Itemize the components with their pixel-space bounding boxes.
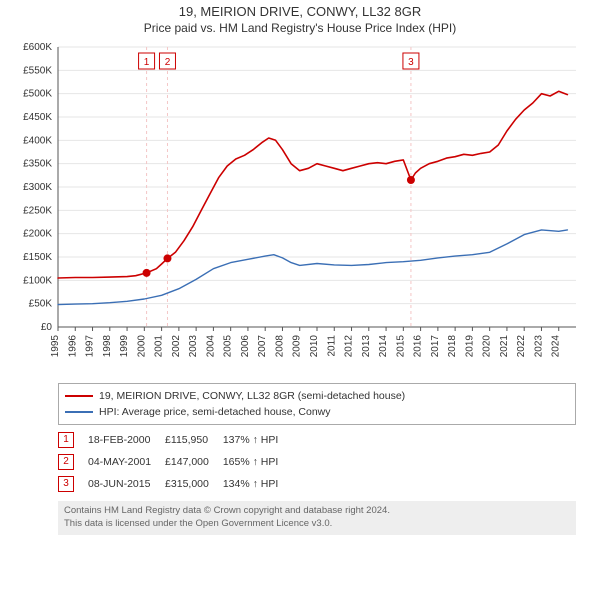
chart: £0 £50K £100K £150K £200K £250K £300K £350K £400… bbox=[0, 37, 600, 377]
sale-hpi: 137% ↑ HPI bbox=[223, 429, 292, 451]
x-tick-label: 2011 bbox=[326, 335, 337, 357]
title-subtitle: Price paid vs. HM Land Registry's House … bbox=[0, 21, 600, 35]
legend: 19, MEIRION DRIVE, CONWY, LL32 8GR (semi… bbox=[58, 383, 576, 425]
y-tick-label: £350K bbox=[23, 159, 52, 170]
legend-swatch bbox=[65, 395, 93, 397]
sale-number-badge: 1 bbox=[58, 432, 74, 448]
footer-line2: This data is licensed under the Open Gov… bbox=[64, 518, 570, 531]
legend-swatch bbox=[65, 411, 93, 413]
sales-table: 1 18-FEB-2000£115,950137% ↑ HPI 2 04-MAY-20… bbox=[58, 429, 292, 495]
sale-marker-number: 2 bbox=[165, 57, 171, 68]
legend-item: HPI: Average price, semi-detached house,… bbox=[65, 404, 569, 420]
x-tick-label: 2009 bbox=[292, 335, 303, 358]
sale-date: 08-JUN-2015 bbox=[88, 473, 165, 495]
x-tick-label: 2001 bbox=[154, 335, 165, 358]
sales-row: 2 04-MAY-2001£147,000165% ↑ HPI bbox=[58, 451, 292, 473]
x-tick-label: 1997 bbox=[85, 335, 96, 358]
x-tick-label: 2016 bbox=[413, 335, 424, 358]
x-tick-label: 1996 bbox=[67, 335, 78, 358]
title-address: 19, MEIRION DRIVE, CONWY, LL32 8GR bbox=[0, 4, 600, 19]
x-tick-label: 1998 bbox=[102, 335, 113, 358]
x-tick-label: 2013 bbox=[361, 335, 372, 358]
sale-marker-number: 3 bbox=[408, 57, 414, 68]
titles: 19, MEIRION DRIVE, CONWY, LL32 8GR Price… bbox=[0, 0, 600, 37]
x-tick-label: 2010 bbox=[309, 335, 320, 358]
sale-marker-number: 1 bbox=[144, 57, 150, 68]
sale-dot bbox=[407, 176, 415, 184]
sale-dot bbox=[143, 269, 151, 277]
x-tick-label: 2018 bbox=[447, 335, 458, 358]
x-tick-label: 2012 bbox=[344, 335, 355, 358]
x-tick-label: 2008 bbox=[274, 335, 285, 358]
x-tick-label: 2000 bbox=[136, 335, 147, 358]
sale-hpi: 165% ↑ HPI bbox=[223, 451, 292, 473]
x-tick-label: 1999 bbox=[119, 335, 130, 358]
x-tick-label: 2003 bbox=[188, 335, 199, 358]
x-tick-label: 2017 bbox=[430, 335, 441, 358]
sale-price: £115,950 bbox=[165, 429, 223, 451]
y-tick-label: £450K bbox=[23, 112, 52, 123]
x-tick-label: 2024 bbox=[551, 335, 562, 358]
legend-label: 19, MEIRION DRIVE, CONWY, LL32 8GR (semi… bbox=[99, 388, 405, 404]
sales-row: 3 08-JUN-2015£315,000134% ↑ HPI bbox=[58, 473, 292, 495]
chart-svg: £0 £50K £100K £150K £200K £250K £300K £350K £400… bbox=[0, 37, 600, 377]
sales-row: 1 18-FEB-2000£115,950137% ↑ HPI bbox=[58, 429, 292, 451]
x-tick-label: 2019 bbox=[464, 335, 475, 358]
y-tick-label: £50K bbox=[29, 299, 53, 310]
y-tick-label: £100K bbox=[23, 275, 52, 286]
x-tick-label: 1995 bbox=[50, 335, 61, 358]
sale-date: 18-FEB-2000 bbox=[88, 429, 165, 451]
sale-price: £315,000 bbox=[165, 473, 223, 495]
x-tick-label: 2020 bbox=[482, 335, 493, 358]
sale-hpi: 134% ↑ HPI bbox=[223, 473, 292, 495]
sale-number-badge: 3 bbox=[58, 476, 74, 492]
sale-number-badge: 2 bbox=[58, 454, 74, 470]
x-tick-label: 2005 bbox=[223, 335, 234, 358]
y-tick-label: £250K bbox=[23, 205, 52, 216]
x-tick-label: 2023 bbox=[533, 335, 544, 358]
y-tick-label: £300K bbox=[23, 182, 52, 193]
y-tick-label: £600K bbox=[23, 42, 52, 53]
x-tick-label: 2004 bbox=[205, 335, 216, 358]
footer-line1: Contains HM Land Registry data © Crown c… bbox=[64, 505, 570, 518]
sale-dot bbox=[163, 254, 171, 262]
y-tick-label: £200K bbox=[23, 229, 52, 240]
y-tick-label: £150K bbox=[23, 252, 52, 263]
x-tick-label: 2007 bbox=[257, 335, 268, 358]
y-tick-label: £500K bbox=[23, 89, 52, 100]
x-tick-label: 2002 bbox=[171, 335, 182, 358]
x-tick-label: 2015 bbox=[395, 335, 406, 358]
x-tick-label: 2006 bbox=[240, 335, 251, 358]
legend-label: HPI: Average price, semi-detached house,… bbox=[99, 404, 331, 420]
x-tick-label: 2021 bbox=[499, 335, 510, 358]
y-tick-label: £400K bbox=[23, 135, 52, 146]
legend-item: 19, MEIRION DRIVE, CONWY, LL32 8GR (semi… bbox=[65, 388, 569, 404]
footer: Contains HM Land Registry data © Crown c… bbox=[58, 501, 576, 535]
x-tick-label: 2022 bbox=[516, 335, 527, 358]
x-tick-label: 2014 bbox=[378, 335, 389, 358]
sale-price: £147,000 bbox=[165, 451, 223, 473]
chart-container: 19, MEIRION DRIVE, CONWY, LL32 8GR Price… bbox=[0, 0, 600, 535]
y-tick-label: £550K bbox=[23, 65, 52, 76]
sale-date: 04-MAY-2001 bbox=[88, 451, 165, 473]
y-tick-label: £0 bbox=[41, 322, 53, 333]
